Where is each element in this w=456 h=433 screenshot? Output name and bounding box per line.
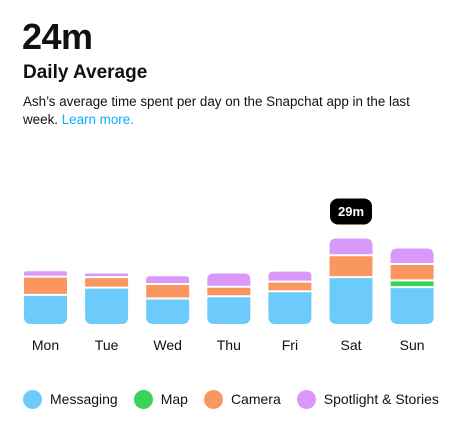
- legend-item-messaging: Messaging: [23, 389, 118, 409]
- legend-label-camera: Camera: [230, 391, 281, 407]
- bar-segment-thu-camera[interactable]: [207, 287, 251, 296]
- bar-segment-thu-spotlight-stories[interactable]: [207, 273, 251, 286]
- legend-swatch-spotlight-stories: [296, 389, 316, 409]
- tooltip-background: [330, 198, 372, 225]
- bar-segment-wed-camera[interactable]: [146, 284, 190, 298]
- legend-swatch-map: [133, 389, 153, 409]
- bar-segment-thu-messaging[interactable]: [207, 297, 251, 324]
- bar-segment-mon-messaging[interactable]: [24, 295, 67, 324]
- day-label-tue: Tue: [95, 337, 119, 353]
- bar-segment-tue-messaging[interactable]: [85, 288, 129, 324]
- day-label-mon: Mon: [32, 337, 59, 353]
- legend-label-spotlight-stories: Spotlight & Stories: [323, 391, 439, 407]
- bar-segment-fri-messaging[interactable]: [268, 292, 312, 324]
- bar-segment-wed-messaging[interactable]: [146, 299, 190, 324]
- bar-segment-sun-spotlight-stories[interactable]: [390, 248, 434, 263]
- bar-segment-fri-spotlight-stories[interactable]: [268, 271, 312, 281]
- bar-segment-tue-camera[interactable]: [85, 278, 129, 287]
- selected-day-tooltip: 29m: [330, 198, 372, 225]
- day-label-sun: Sun: [400, 337, 425, 353]
- legend-label-map: Map: [160, 391, 188, 407]
- day-label-sat: Sat: [340, 337, 361, 353]
- bar-segment-sun-map[interactable]: [390, 281, 434, 287]
- bar-segment-sat-messaging[interactable]: [329, 278, 373, 324]
- page-title: Daily Average: [23, 62, 148, 83]
- bar-segment-sat-camera[interactable]: [329, 256, 373, 277]
- tooltip-label: 29m: [338, 204, 364, 219]
- bar-segment-mon-camera[interactable]: [24, 277, 67, 294]
- chart-legend: Messaging Map Camera Spotlight & Stories: [23, 387, 439, 411]
- legend-swatch-camera: [203, 389, 223, 409]
- usage-bar-chart: Mon Tue Wed Thu Fri Sat 29m Sun: [24, 198, 434, 353]
- legend-label-messaging: Messaging: [50, 391, 118, 407]
- day-label-fri: Fri: [282, 337, 298, 353]
- day-label-wed: Wed: [153, 337, 182, 353]
- legend-item-map: Map: [133, 389, 188, 409]
- legend-swatch-messaging: [23, 389, 42, 409]
- bar-segment-wed-spotlight-stories[interactable]: [146, 276, 190, 283]
- description-body: Ash’s average time spent per day on the …: [23, 94, 410, 127]
- description-text: Ash’s average time spent per day on the …: [23, 93, 433, 129]
- bar-segment-sat-spotlight-stories[interactable]: [329, 238, 373, 255]
- bar-segment-tue-spotlight-stories[interactable]: [85, 273, 129, 277]
- day-label-thu: Thu: [217, 337, 241, 353]
- legend-item-spotlight-stories: Spotlight & Stories: [296, 389, 439, 409]
- bar-segment-sun-camera[interactable]: [390, 264, 434, 280]
- bar-segment-fri-camera[interactable]: [268, 282, 312, 291]
- daily-average-value: 24m: [22, 16, 93, 57]
- bar-segment-mon-spotlight-stories[interactable]: [24, 271, 67, 276]
- legend-item-camera: Camera: [203, 389, 281, 409]
- learn-more-link[interactable]: Learn more.: [61, 112, 134, 127]
- bar-segment-sun-messaging[interactable]: [390, 288, 434, 324]
